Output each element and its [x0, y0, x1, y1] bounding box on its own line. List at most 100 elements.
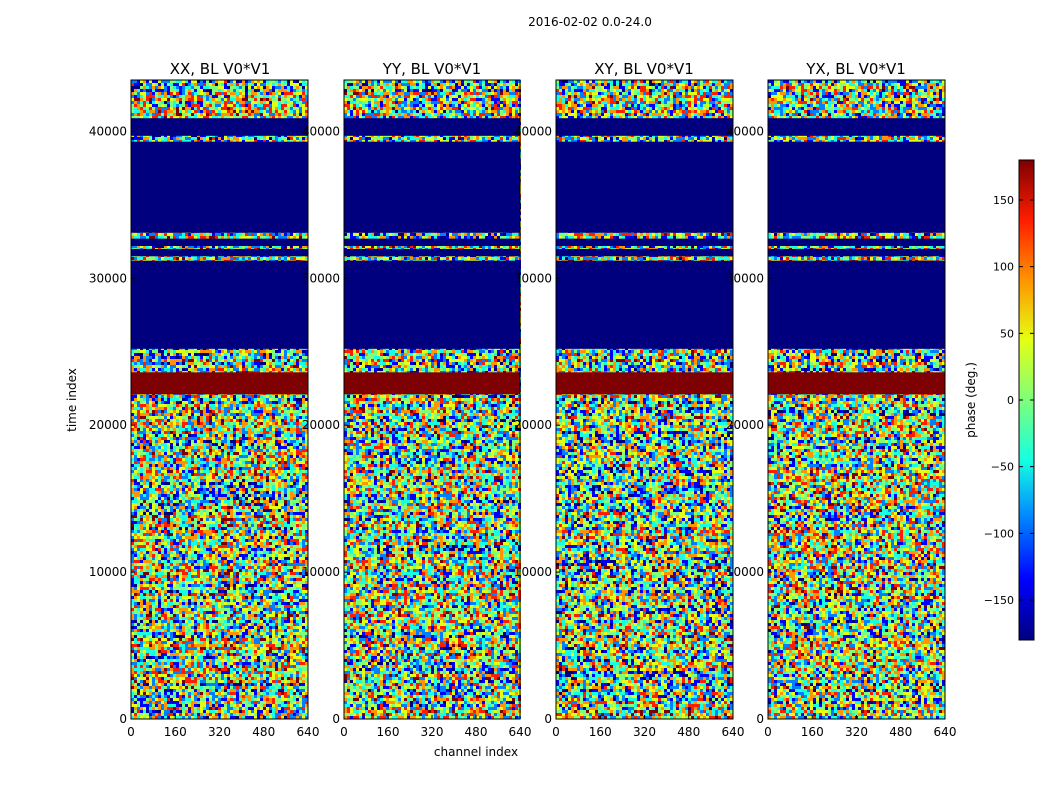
cell — [284, 236, 287, 239]
cell — [164, 116, 167, 119]
cell — [242, 89, 245, 92]
cell — [257, 107, 260, 110]
cell — [293, 113, 296, 116]
cell — [260, 86, 263, 89]
cell — [254, 233, 257, 236]
cell — [164, 92, 167, 95]
cell — [305, 80, 308, 83]
cell — [167, 89, 170, 92]
cell — [182, 140, 185, 143]
cell — [245, 107, 248, 110]
cell — [191, 140, 194, 143]
cell — [248, 95, 251, 98]
cell — [251, 113, 254, 116]
cell — [209, 95, 212, 98]
cell — [263, 107, 266, 110]
cell — [293, 80, 296, 83]
cell — [290, 89, 293, 92]
cell — [257, 257, 260, 260]
cell — [302, 89, 305, 92]
cell — [242, 113, 245, 116]
cell — [236, 104, 239, 107]
cell — [158, 257, 161, 260]
cell — [203, 80, 206, 83]
cell — [197, 92, 200, 95]
cell — [146, 107, 149, 110]
cell — [134, 92, 137, 95]
cell — [167, 86, 170, 89]
cell — [242, 116, 245, 119]
cell — [218, 113, 221, 116]
cell — [275, 107, 278, 110]
cell — [173, 80, 176, 83]
cell — [164, 86, 167, 89]
cell — [188, 107, 191, 110]
cell — [200, 140, 203, 143]
cell — [197, 233, 200, 236]
cell — [209, 236, 212, 239]
cell — [242, 233, 245, 236]
cell — [179, 92, 182, 95]
cell — [170, 233, 173, 236]
cell — [305, 116, 308, 119]
cell — [146, 137, 149, 140]
cell — [281, 86, 284, 89]
cell — [146, 116, 149, 119]
cell — [260, 107, 263, 110]
cell — [272, 86, 275, 89]
cell — [287, 86, 290, 89]
cell — [260, 113, 263, 116]
cell — [161, 101, 164, 104]
cell — [224, 257, 227, 260]
cell — [167, 95, 170, 98]
cell — [272, 101, 275, 104]
cell — [149, 257, 152, 260]
cell — [293, 98, 296, 101]
cell — [209, 98, 212, 101]
cell — [290, 107, 293, 110]
cell — [218, 89, 221, 92]
cell — [233, 140, 236, 143]
cell — [275, 98, 278, 101]
cell — [275, 83, 278, 86]
cell — [158, 140, 161, 143]
cell — [221, 89, 224, 92]
cell — [140, 113, 143, 116]
cell — [143, 95, 146, 98]
cell — [263, 257, 266, 260]
cell — [263, 80, 266, 83]
cell — [149, 104, 152, 107]
cell — [215, 236, 218, 239]
cell — [296, 104, 299, 107]
cell — [146, 110, 149, 113]
cell — [170, 89, 173, 92]
cell — [245, 104, 248, 107]
cell — [284, 101, 287, 104]
cell — [236, 92, 239, 95]
cell — [152, 80, 155, 83]
cell — [140, 89, 143, 92]
cell — [233, 233, 236, 236]
cell — [173, 236, 176, 239]
cell — [146, 92, 149, 95]
cell — [263, 86, 266, 89]
cell — [197, 104, 200, 107]
cell — [272, 107, 275, 110]
cell — [173, 92, 176, 95]
cell — [254, 140, 257, 143]
cell — [299, 113, 302, 116]
cell — [263, 89, 266, 92]
cell — [227, 137, 230, 140]
cell — [194, 92, 197, 95]
cell — [272, 80, 275, 83]
cell — [203, 104, 206, 107]
cell — [227, 257, 230, 260]
cell — [287, 107, 290, 110]
cell — [224, 236, 227, 239]
cell — [290, 113, 293, 116]
cell — [221, 110, 224, 113]
cell — [302, 236, 305, 239]
cell — [278, 107, 281, 110]
cell — [245, 137, 248, 140]
cell — [188, 98, 191, 101]
